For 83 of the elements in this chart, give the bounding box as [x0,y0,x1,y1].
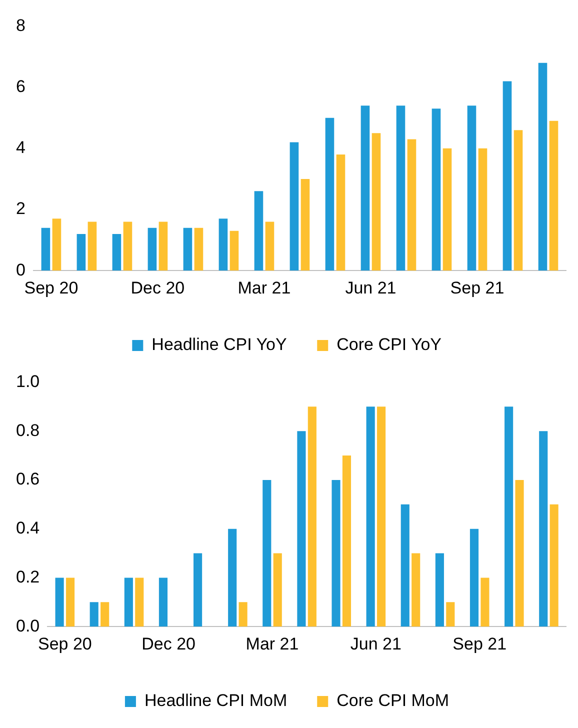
bar [123,222,132,271]
bar [396,106,406,271]
legend-label: Core CPI MoM [336,691,450,710]
bar [332,480,340,627]
bar [273,553,282,627]
bar [76,234,86,271]
bar [300,178,310,271]
y-tick-label: 0.8 [16,420,40,440]
bar [515,480,524,627]
x-tick-label: Sep 20 [24,278,78,298]
bar [478,148,488,271]
bar [194,553,202,627]
bar [539,431,548,627]
y-tick-label: 4 [16,138,26,158]
bar [446,602,455,627]
y-tick-label: 0.4 [16,518,40,538]
bar [265,222,274,271]
bar [230,230,239,271]
bar [366,406,375,627]
bar [480,578,490,627]
bar [55,578,64,627]
bar [254,191,264,271]
bar [412,553,420,627]
y-tick-label: 2 [16,199,26,218]
bar [194,228,204,271]
bar [100,602,110,627]
x-tick-label: Mar 21 [246,634,299,654]
x-tick-label: Dec 20 [130,278,185,298]
bar [290,142,299,271]
bar [297,431,306,627]
bar [228,528,237,627]
y-tick-label: 1.0 [16,372,40,391]
bar [41,228,50,271]
bar [550,504,558,627]
x-tick-label: Mar 21 [238,278,291,298]
bar [372,133,381,271]
bar [90,602,98,627]
y-tick-label: 6 [16,76,26,96]
x-tick-label: Sep 20 [38,634,92,654]
bar [442,148,452,271]
bar [342,456,352,627]
bar [407,139,416,271]
bar [549,120,558,271]
bar [183,228,192,271]
x-tick-label: Sep 21 [452,634,507,654]
bar [158,578,168,627]
bar [377,406,386,627]
bar [502,81,512,271]
bar [135,578,144,627]
bar [238,602,248,627]
y-tick-label: 0.6 [16,470,40,489]
legend-label: Headline CPI YoY [152,335,287,354]
y-tick-label: 8 [16,16,26,35]
x-tick-label: Dec 20 [142,634,196,654]
bar [112,234,122,271]
bar [432,108,441,271]
bar [52,218,62,271]
bar [158,222,168,271]
x-tick-label: Sep 21 [450,278,504,298]
bar [325,118,334,271]
bar [148,228,157,271]
x-tick-label: Jun 21 [345,278,396,298]
bar [435,553,444,627]
bar [124,578,133,627]
legend-label: Core CPI YoY [336,335,442,354]
bar [470,528,479,627]
bar [467,106,476,271]
y-tick-label: 0 [16,260,26,280]
bar [538,62,548,271]
y-tick-label: 0.2 [16,567,40,586]
bar [336,154,346,271]
bar [308,406,316,627]
bar [514,130,523,271]
y-tick-label: 0.0 [16,616,40,636]
bar [360,106,370,271]
bar [400,504,410,627]
bar [88,222,97,271]
bar [504,406,514,627]
x-tick-label: Jun 21 [350,634,402,654]
bar [218,218,228,271]
bar [262,480,272,627]
bar [66,578,75,627]
legend-label: Headline CPI MoM [144,691,288,710]
